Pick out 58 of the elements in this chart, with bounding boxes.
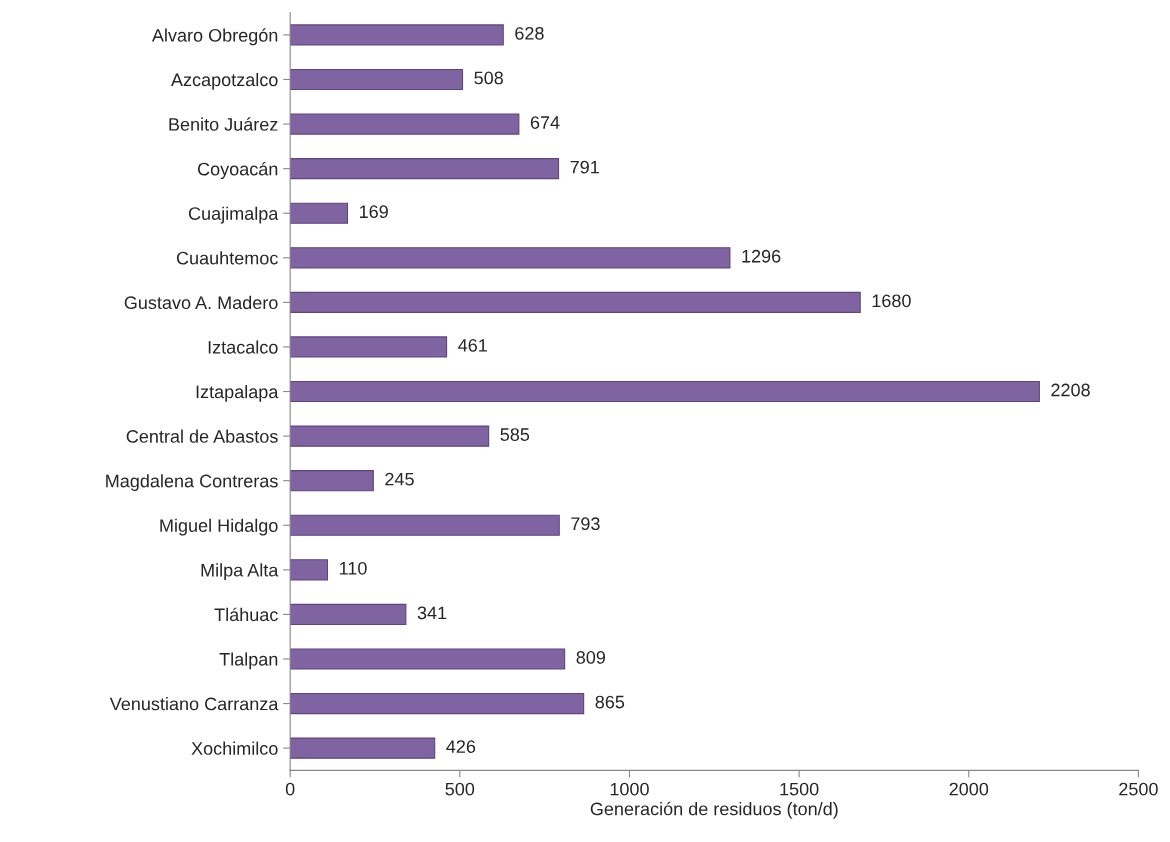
bar <box>290 470 374 492</box>
y-tick-label: Benito Juárez <box>169 117 278 131</box>
data-label: 341 <box>417 606 447 620</box>
data-label: 791 <box>570 160 599 174</box>
data-label: 2208 <box>1051 383 1090 397</box>
bar <box>290 291 861 313</box>
data-label: 245 <box>385 472 414 486</box>
bar <box>290 113 520 135</box>
y-tick-label: Central de Abastos <box>126 429 278 443</box>
x-tick-label: 1000 <box>610 782 649 796</box>
bar <box>290 68 464 91</box>
y-tick-label: Venustiano Carranza <box>109 697 279 711</box>
y-tick-label: Tláhuac <box>214 607 278 622</box>
y-tick-label: Azcapotzalco <box>171 72 278 90</box>
bar <box>290 202 349 224</box>
y-tick-label: Alvaro Obregón <box>151 28 278 46</box>
bar <box>290 737 436 759</box>
x-tick-label: 1500 <box>780 782 819 796</box>
x-tick-label: 2000 <box>949 782 989 796</box>
y-tick-label: Cuauhtemoc <box>176 251 278 265</box>
data-label: 628 <box>515 26 544 40</box>
y-tick-label: Gustavo A. Madero <box>124 295 278 310</box>
bar <box>290 425 490 447</box>
bar <box>290 648 566 670</box>
bar <box>290 514 560 536</box>
bar <box>290 336 448 358</box>
x-tick-label: 0 <box>285 782 295 796</box>
data-label: 793 <box>571 517 600 531</box>
x-tick-label: 2500 <box>1119 782 1158 796</box>
y-tick-label: Cuajimalpa <box>188 206 279 224</box>
data-label: 1296 <box>742 249 781 263</box>
y-tick-label: Magdalena Contreras <box>106 474 278 491</box>
data-label: 461 <box>458 339 487 352</box>
data-label: 865 <box>595 695 625 709</box>
data-label: 585 <box>500 428 530 441</box>
y-tick-label: Tlalpan <box>219 652 278 670</box>
x-axis-title: Generación de residuos (ton/d) <box>590 801 838 819</box>
y-tick-label: Iztapalapa <box>196 384 279 402</box>
bar <box>290 247 731 269</box>
y-tick-label: Coyoacán <box>197 162 278 180</box>
bar <box>290 559 329 581</box>
data-label: 674 <box>530 116 560 129</box>
bar <box>290 158 560 180</box>
bar <box>290 380 1040 403</box>
data-label: 809 <box>576 651 606 664</box>
x-tick-label: 500 <box>445 782 475 796</box>
data-label: 426 <box>446 740 476 753</box>
data-label: 110 <box>339 561 367 575</box>
y-tick-label: Xochimilco <box>191 741 278 755</box>
data-label: 169 <box>359 205 388 219</box>
bar <box>290 24 504 46</box>
bar <box>290 692 585 715</box>
data-label: 1680 <box>872 294 911 308</box>
y-tick-label: Milpa Alta <box>201 563 279 581</box>
y-tick-label: Miguel Hidalgo <box>160 518 278 536</box>
bar <box>290 603 407 625</box>
y-tick-label: Iztacalco <box>208 340 278 354</box>
data-label: 508 <box>474 71 503 85</box>
